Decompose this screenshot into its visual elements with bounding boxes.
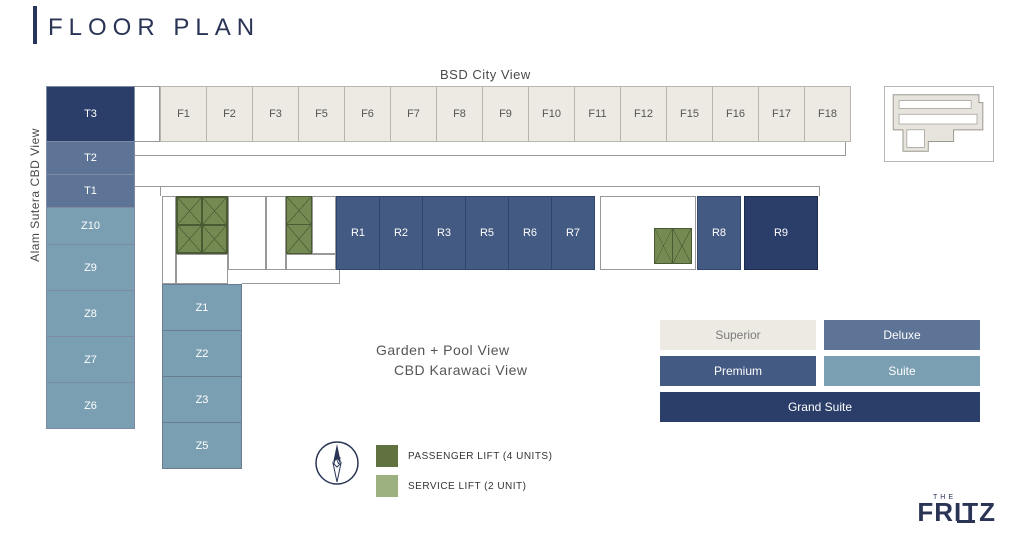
mini-floorplan [884, 86, 994, 162]
unit-z8: Z8 [46, 290, 135, 337]
unit-t3: T3 [46, 86, 135, 142]
unit-r2: R2 [379, 196, 423, 270]
legend-superior: Superior [660, 320, 816, 350]
legend-grand-suite: Grand Suite [660, 392, 980, 422]
corridor-outline [134, 142, 846, 156]
corridor-outline [242, 270, 340, 284]
unit-f16: F16 [712, 86, 759, 142]
unit-f18: F18 [804, 86, 851, 142]
unit-z1: Z1 [162, 284, 242, 331]
unit-f9: F9 [482, 86, 529, 142]
unit-f1: F1 [160, 86, 207, 142]
col-z2-units: Z1Z2Z3Z5 [162, 284, 242, 468]
unit-f8: F8 [436, 86, 483, 142]
page-title: FLOOR PLAN [48, 14, 260, 42]
unit-t1: T1 [46, 174, 135, 208]
brand-logo: THE FRITZ [917, 494, 996, 528]
row-r-units: R1R2R3R5R6R7 [336, 196, 594, 270]
passenger-lift-block [286, 196, 312, 254]
unit-r9: R9 [744, 196, 818, 270]
logo-name: FRITZ [917, 497, 996, 527]
lift-corridor [312, 196, 336, 254]
passenger-lift-block [176, 196, 228, 254]
unit-f3: F3 [252, 86, 299, 142]
unit-r8: R8 [697, 196, 741, 270]
corridor-outline [134, 86, 160, 142]
unit-f10: F10 [528, 86, 575, 142]
service-lift-swatch [376, 475, 398, 497]
unit-r5: R5 [465, 196, 509, 270]
unit-z5: Z5 [162, 422, 242, 469]
service-lift-label: SERVICE LIFT (2 UNIT) [408, 481, 526, 492]
passenger-lift-label: PASSENGER LIFT (4 UNITS) [408, 451, 552, 462]
unit-z9: Z9 [46, 244, 135, 291]
unit-r7: R7 [551, 196, 595, 270]
unit-r1: R1 [336, 196, 380, 270]
unit-z7: Z7 [46, 336, 135, 383]
unit-f5: F5 [298, 86, 345, 142]
view-label-center-1: Garden + Pool View [376, 342, 510, 358]
unit-f7: F7 [390, 86, 437, 142]
unit-z2: Z2 [162, 330, 242, 377]
unit-f11: F11 [574, 86, 621, 142]
passenger-lift-swatch [376, 445, 398, 467]
corridor-outline [134, 186, 160, 187]
lift-corridor [162, 196, 176, 284]
title-accent-bar [33, 6, 37, 44]
unit-z10: Z10 [46, 207, 135, 245]
compass-icon: N [314, 440, 360, 486]
unit-z6: Z6 [46, 382, 135, 429]
lift-corridor [286, 254, 336, 270]
lift-corridor [266, 196, 286, 270]
legend-unit-types: Superior Deluxe Premium Suite Grand Suite [660, 320, 980, 422]
service-lift-block [654, 228, 692, 264]
unit-r6: R6 [508, 196, 552, 270]
unit-r3: R3 [422, 196, 466, 270]
unit-f17: F17 [758, 86, 805, 142]
view-label-left: Alam Sutera CBD View [28, 115, 42, 275]
view-label-top: BSD City View [440, 67, 531, 82]
svg-text:N: N [333, 456, 341, 467]
legend-premium: Premium [660, 356, 816, 386]
corridor-outline [160, 186, 820, 196]
lift-corridor [228, 196, 266, 270]
legend-lifts: PASSENGER LIFT (4 UNITS) SERVICE LIFT (2… [376, 445, 552, 505]
unit-t2: T2 [46, 141, 135, 175]
unit-z3: Z3 [162, 376, 242, 423]
unit-f15: F15 [666, 86, 713, 142]
unit-f2: F2 [206, 86, 253, 142]
row-f-units: F1F2F3F5F6F7F8F9F10F11F12F15F16F17F18 [160, 86, 850, 142]
view-label-center-2: CBD Karawaci View [394, 362, 528, 378]
lift-corridor [176, 254, 228, 284]
legend-deluxe: Deluxe [824, 320, 980, 350]
unit-f12: F12 [620, 86, 667, 142]
unit-f6: F6 [344, 86, 391, 142]
legend-suite: Suite [824, 356, 980, 386]
col-left-units: T3T2T1Z10Z9Z8Z7Z6 [46, 86, 135, 428]
